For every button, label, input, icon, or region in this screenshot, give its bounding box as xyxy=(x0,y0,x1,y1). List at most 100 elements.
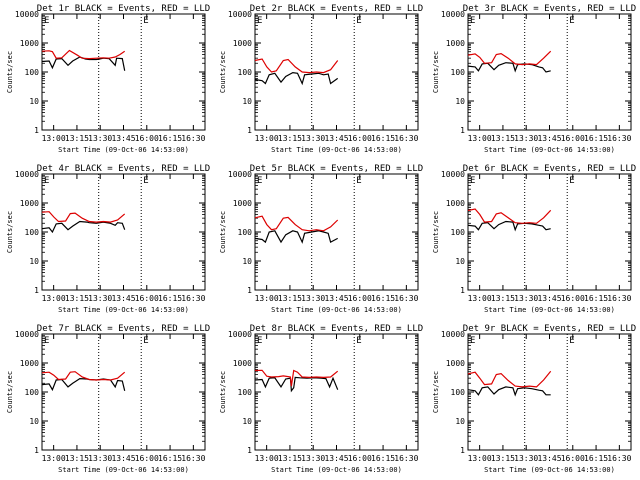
series-lld-line xyxy=(254,215,339,232)
marker-e-label: E xyxy=(569,16,574,26)
marker-e-label: E xyxy=(470,336,475,346)
y-tick-label: 1 xyxy=(460,446,465,455)
plot-frame xyxy=(254,333,419,451)
x-tick-label: 16:00 xyxy=(561,134,585,143)
x-tick-label: 16:30 xyxy=(181,454,205,463)
x-tick-label: 16:15 xyxy=(158,294,182,303)
x-tick-label: 13:45 xyxy=(111,134,135,143)
y-tick-label: 100 xyxy=(238,228,253,237)
marker-e-label: E xyxy=(257,336,262,346)
series-lld-line xyxy=(41,49,126,60)
series-lld-line xyxy=(467,370,552,388)
y-tick-label: 1000 xyxy=(233,359,252,368)
x-tick-label: 13:15 xyxy=(278,134,302,143)
y-tick-label: 1000 xyxy=(446,39,465,48)
y-tick-label: 1000 xyxy=(20,39,39,48)
plot-frame xyxy=(41,173,206,291)
marker-e-label: E xyxy=(257,176,262,186)
y-tick-label: 100 xyxy=(451,228,466,237)
y-tick-label: 100 xyxy=(451,388,466,397)
y-tick-label: 1000 xyxy=(446,199,465,208)
x-tick-label: 16:00 xyxy=(348,294,372,303)
x-tick-label: 13:45 xyxy=(324,454,348,463)
plot-frame xyxy=(41,333,206,451)
y-tick-label: 10 xyxy=(242,257,252,266)
marker-e-label: E xyxy=(356,176,361,186)
x-tick-label: 13:00 xyxy=(255,454,279,463)
x-tick-label: 13:30 xyxy=(514,294,538,303)
plot-frame xyxy=(467,173,632,291)
y-tick-label: 1 xyxy=(34,446,39,455)
panel-det-1: Det 1r BLACK = Events, RED = LLD 1 10 100 10… xyxy=(6,4,210,154)
x-tick-label: 13:30 xyxy=(301,454,325,463)
y-tick-label: 10000 xyxy=(228,330,252,339)
y-tick-label: 100 xyxy=(25,68,40,77)
x-axis-label: Start Time (09-Oct-06 14:53:00) xyxy=(271,306,402,314)
x-tick-label: 16:30 xyxy=(181,294,205,303)
x-tick-label: 13:45 xyxy=(324,294,348,303)
y-tick-label: 1000 xyxy=(446,359,465,368)
panel-title: Det 6r BLACK = Events, RED = LLD xyxy=(463,164,636,174)
x-axis-label: Start Time (09-Oct-06 14:53:00) xyxy=(484,146,615,154)
x-tick-label: 13:45 xyxy=(324,134,348,143)
x-tick-label: 16:00 xyxy=(561,454,585,463)
y-tick-label: 1000 xyxy=(233,199,252,208)
x-tick-label: 13:30 xyxy=(514,134,538,143)
marker-e-label: E xyxy=(143,176,148,186)
y-tick-label: 10000 xyxy=(441,170,465,179)
series-lld-line xyxy=(467,208,552,224)
x-tick-label: 13:45 xyxy=(537,454,561,463)
panel-det-3: Det 3r BLACK = Events, RED = LLD 1 10 100 10… xyxy=(432,4,636,154)
x-tick-label: 13:15 xyxy=(278,294,302,303)
y-axis-label: Counts/sec xyxy=(432,371,440,413)
x-tick-label: 16:15 xyxy=(371,134,395,143)
y-tick-label: 10 xyxy=(29,97,39,106)
panel-title: Det 1r BLACK = Events, RED = LLD xyxy=(37,4,210,14)
plot-frame xyxy=(254,173,419,291)
x-axis-label: Start Time (09-Oct-06 14:53:00) xyxy=(58,146,189,154)
plot-frame xyxy=(41,13,206,131)
y-tick-label: 10000 xyxy=(15,10,39,19)
y-tick-label: 10000 xyxy=(228,170,252,179)
y-tick-label: 10000 xyxy=(441,330,465,339)
x-tick-label: 13:00 xyxy=(42,454,66,463)
panel-title: Det 9r BLACK = Events, RED = LLD xyxy=(463,324,636,334)
x-tick-label: 16:30 xyxy=(607,454,631,463)
series-events-line xyxy=(467,220,551,232)
x-tick-label: 13:30 xyxy=(301,134,325,143)
panel-det-7: Det 7r BLACK = Events, RED = LLD 1 10 100 10… xyxy=(6,324,210,474)
series-events-line xyxy=(41,220,126,234)
x-tick-label: 13:15 xyxy=(491,134,515,143)
y-tick-label: 10 xyxy=(455,257,465,266)
panel-title: Det 7r BLACK = Events, RED = LLD xyxy=(37,324,210,334)
y-axis-label: Counts/sec xyxy=(432,211,440,253)
x-tick-label: 13:00 xyxy=(255,134,279,143)
marker-e-label: E xyxy=(569,176,574,186)
series-events-line xyxy=(467,62,551,73)
x-tick-label: 16:30 xyxy=(394,294,418,303)
y-tick-label: 1 xyxy=(247,126,252,135)
x-tick-label: 13:15 xyxy=(491,454,515,463)
marker-e-label: E xyxy=(44,16,49,26)
x-tick-label: 16:00 xyxy=(135,454,159,463)
x-tick-label: 13:30 xyxy=(88,294,112,303)
y-tick-label: 10 xyxy=(455,97,465,106)
y-tick-label: 1 xyxy=(34,126,39,135)
y-tick-label: 100 xyxy=(238,388,253,397)
marker-e-label: E xyxy=(356,16,361,26)
y-axis-label: Counts/sec xyxy=(432,51,440,93)
panel-det-6: Det 6r BLACK = Events, RED = LLD 1 10 100 10… xyxy=(432,164,636,314)
y-tick-label: 10 xyxy=(29,417,39,426)
panel-det-8: Det 8r BLACK = Events, RED = LLD 1 10 100 10… xyxy=(219,324,423,474)
y-axis-label: Counts/sec xyxy=(6,51,14,93)
x-axis-label: Start Time (09-Oct-06 14:53:00) xyxy=(271,466,402,474)
series-lld-line xyxy=(41,371,126,381)
marker-e-label: E xyxy=(356,336,361,346)
x-tick-label: 16:00 xyxy=(561,294,585,303)
y-axis-label: Counts/sec xyxy=(219,51,227,93)
y-tick-label: 10000 xyxy=(15,330,39,339)
marker-e-label: E xyxy=(44,176,49,186)
x-axis-label: Start Time (09-Oct-06 14:53:00) xyxy=(484,466,615,474)
x-tick-label: 13:15 xyxy=(65,454,89,463)
